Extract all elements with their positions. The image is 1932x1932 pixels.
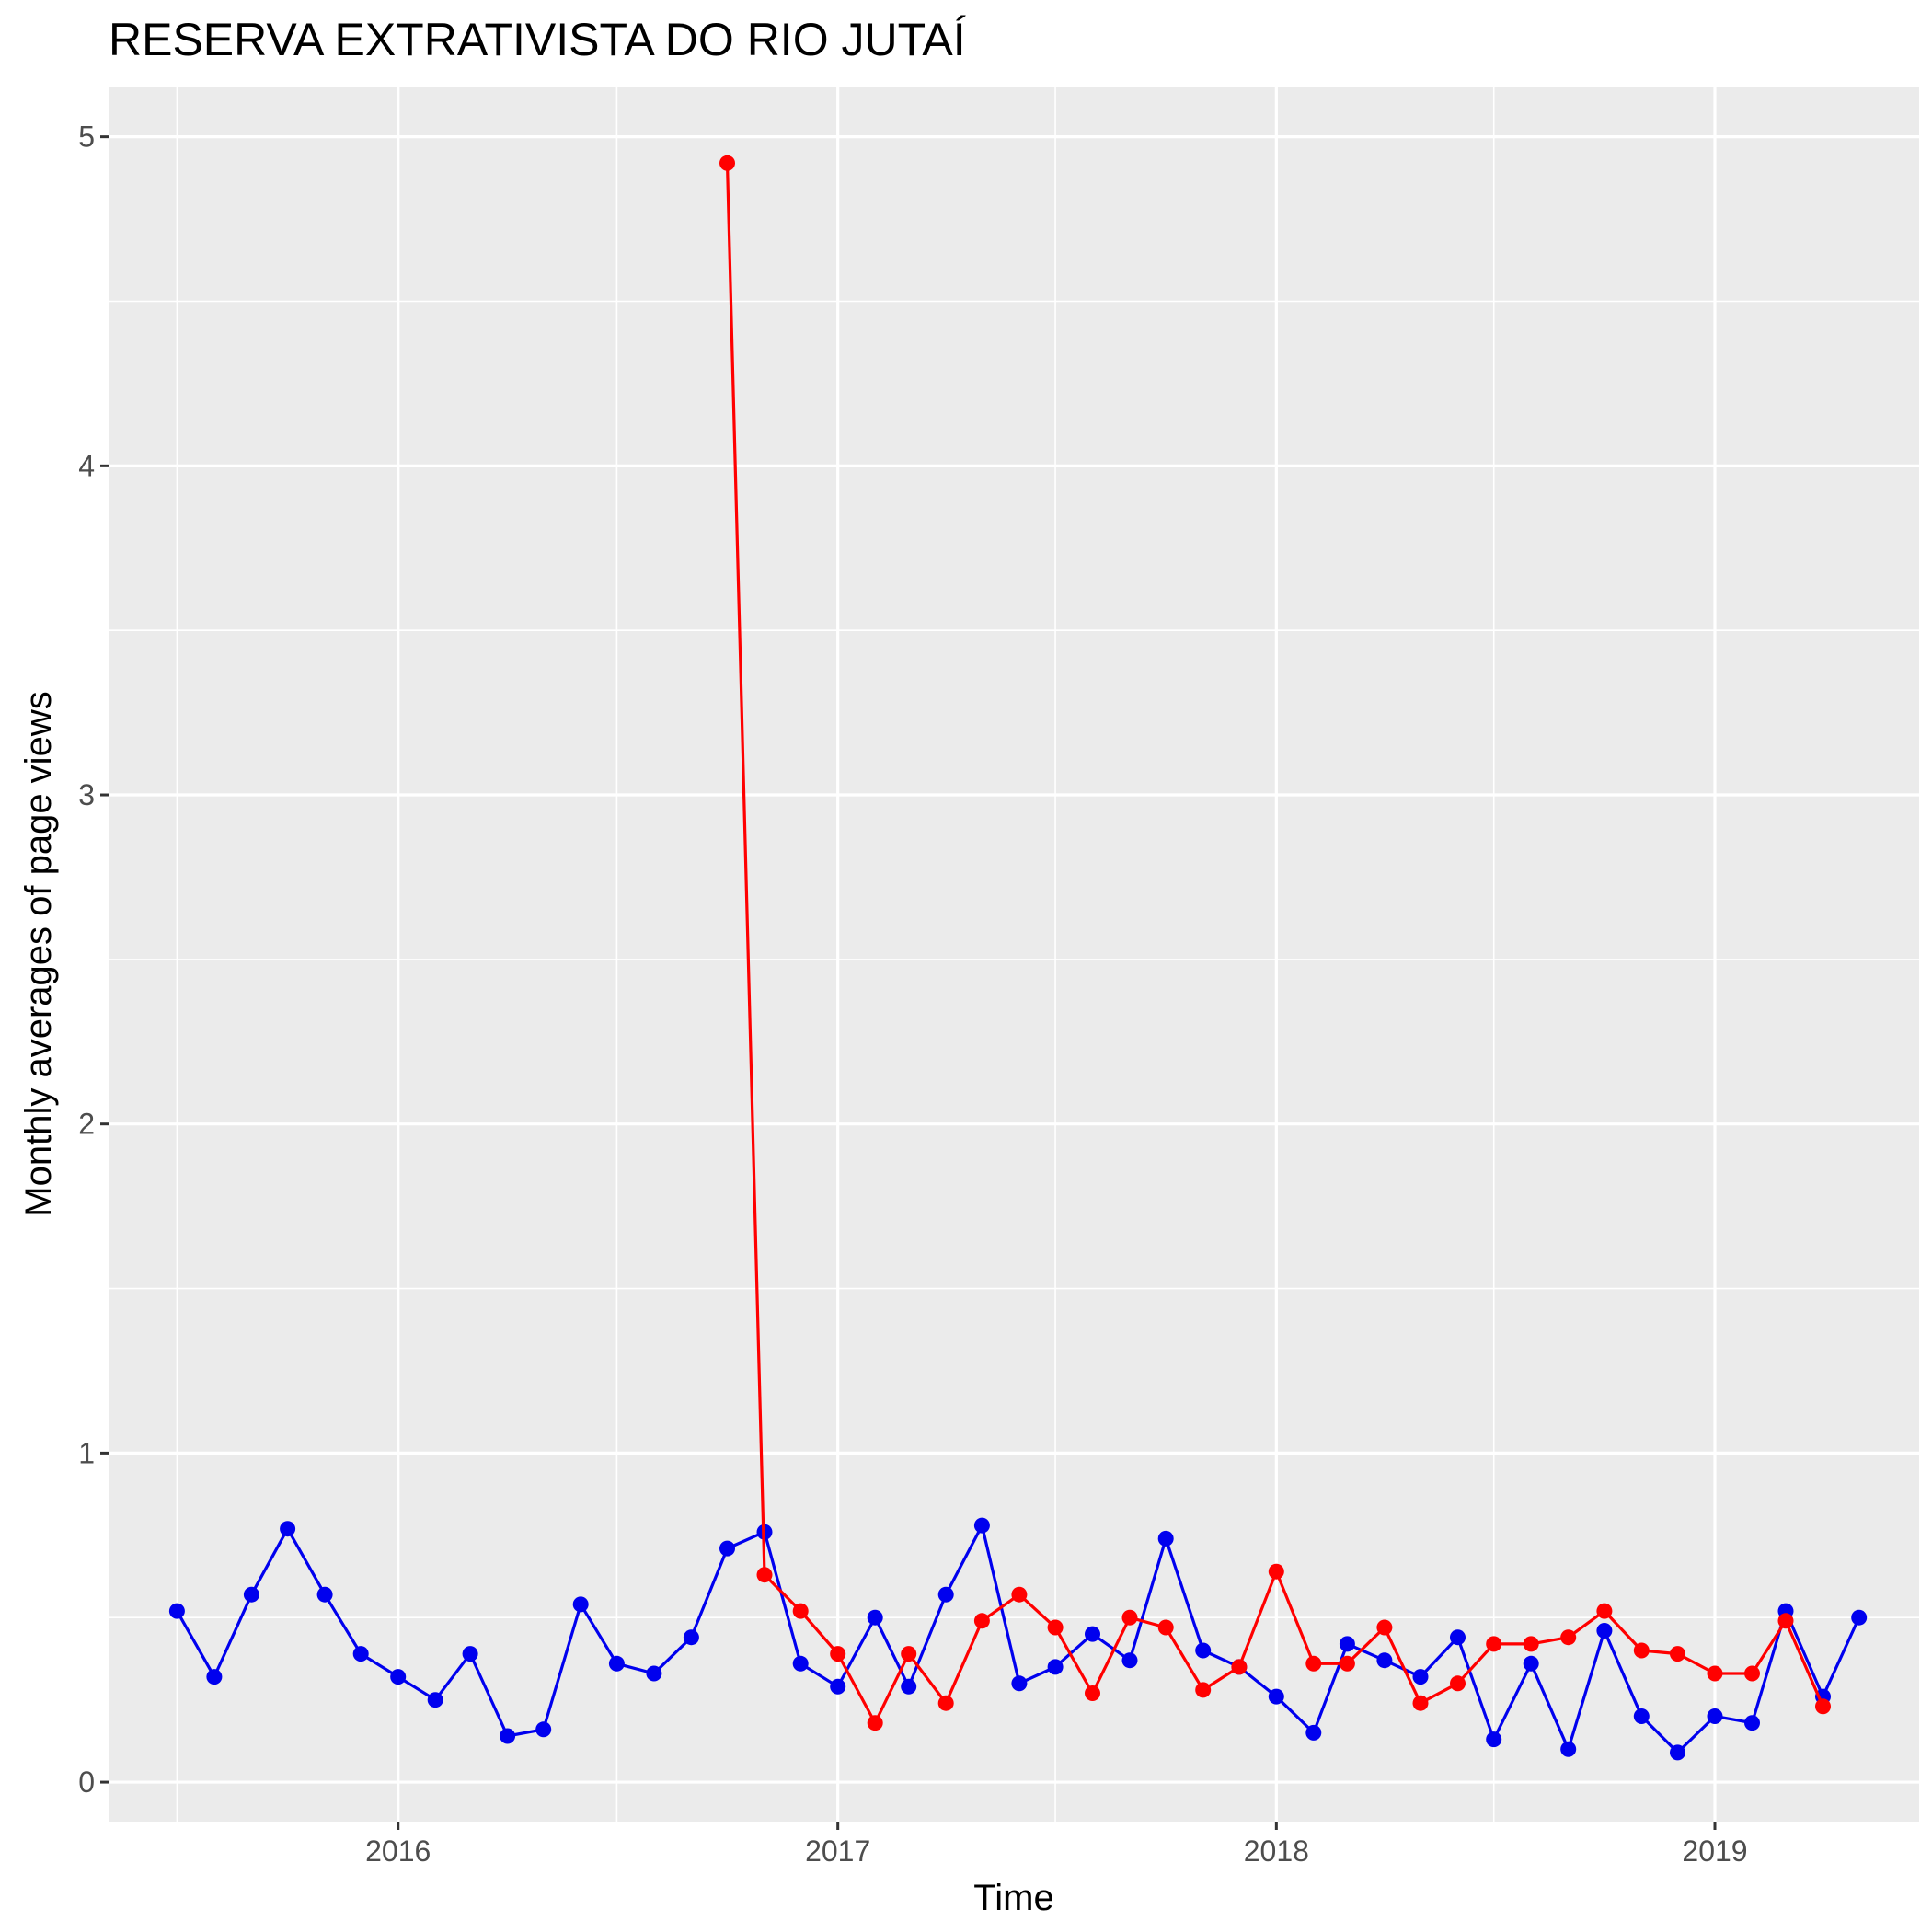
series-1-point [1339,1636,1355,1652]
series-1-point [1707,1708,1723,1724]
series-2-point [1011,1586,1028,1603]
series-1-point [1851,1609,1868,1626]
y-tick-label: 1 [78,1436,95,1469]
series-2-point [1596,1603,1613,1619]
series-1-point [608,1655,625,1672]
y-tick-label: 0 [78,1765,95,1799]
series-2-point [1376,1619,1393,1636]
series-1-point [280,1521,296,1537]
series-1-point [427,1692,443,1708]
series-1-point [1085,1626,1100,1642]
series-1-point [1596,1623,1613,1639]
plot-panel [109,87,1919,1822]
series-layer [168,155,1868,1761]
series-1-point [1412,1669,1429,1685]
series-2-point [937,1695,954,1711]
series-1-point [1157,1530,1174,1547]
series-2-point [1047,1619,1064,1636]
series-1-point [206,1669,223,1685]
series-1-point [792,1655,809,1672]
series-2-point [1305,1655,1322,1672]
series-1-point [830,1678,846,1695]
series-2-point [1231,1659,1248,1675]
series-1-point [901,1678,917,1695]
series-1-point [646,1665,662,1682]
y-tick-label: 2 [78,1108,95,1141]
series-1-point [1121,1652,1138,1669]
series-2-point [1560,1629,1577,1646]
y-tick-label: 3 [78,778,95,811]
series-2-point [1121,1609,1138,1626]
y-axis: 0 1 2 3 4 5 [78,121,109,1799]
series-1-point [683,1629,699,1646]
series-1-point [973,1517,990,1534]
series-1-point [243,1586,259,1603]
series-1-point [352,1646,369,1662]
series-2-point [1815,1698,1831,1715]
series-1-point [1450,1629,1466,1646]
series-1-point [867,1609,883,1626]
series-2-point [719,155,735,171]
x-tick-label: 2016 [365,1834,431,1868]
series-2-point [901,1646,917,1662]
series-1-point [1305,1724,1322,1741]
series-1-point [1670,1744,1685,1761]
series-1-point [1633,1708,1650,1724]
series-2-point [1633,1642,1650,1659]
series-2-point [1339,1655,1355,1672]
series-2-point [1085,1685,1100,1701]
series-1-point [1195,1642,1212,1659]
y-tick-label: 5 [78,121,95,154]
x-tick-label: 2017 [805,1834,870,1868]
series-1-point [168,1603,185,1619]
series-1-point [1047,1659,1064,1675]
y-axis-title: Monthly averages of page views [18,691,59,1216]
y-tick-label: 4 [78,449,95,482]
series-2-point [973,1613,990,1629]
series-2-point [1707,1665,1723,1682]
series-1-point [1744,1715,1760,1731]
series-2-point [792,1603,809,1619]
series-2 [719,155,1831,1731]
x-tick-label: 2019 [1682,1834,1747,1868]
series-1-point [1560,1741,1577,1757]
series-1-point [316,1586,333,1603]
series-2-point [1157,1619,1174,1636]
series-1-point [462,1646,478,1662]
series-1-point [500,1728,516,1744]
x-axis: 2016 2017 2018 2019 [365,1822,1748,1868]
series-1-point [572,1596,589,1613]
series-1-point [937,1586,954,1603]
chart-title: RESERVA EXTRATIVISTA DO RIO JUTAÍ [109,14,966,65]
series-2-point [1450,1675,1466,1692]
series-1-point [1268,1688,1284,1705]
series-1-point [1011,1675,1028,1692]
major-gridlines [109,87,1919,1822]
series-1-point [390,1669,407,1685]
x-tick-label: 2018 [1244,1834,1309,1868]
x-axis-title: Time [973,1878,1053,1918]
series-2-point [830,1646,846,1662]
series-2-point [1268,1563,1284,1580]
series-2-point [1670,1646,1685,1662]
series-1-point [1486,1731,1502,1748]
series-1-point [1523,1655,1539,1672]
series-2-point [756,1567,773,1583]
series-2-point [1777,1613,1794,1629]
series-2-point [1523,1636,1539,1652]
series-2-point [867,1715,883,1731]
series-1-point [535,1721,552,1738]
series-2-point [1486,1636,1502,1652]
series-2-point [1195,1682,1212,1698]
series-1-point [719,1540,735,1557]
minor-gridlines [109,87,1919,1822]
series-2-point [1744,1665,1760,1682]
series-1-point [1376,1652,1393,1669]
series-2-point [1412,1695,1429,1711]
